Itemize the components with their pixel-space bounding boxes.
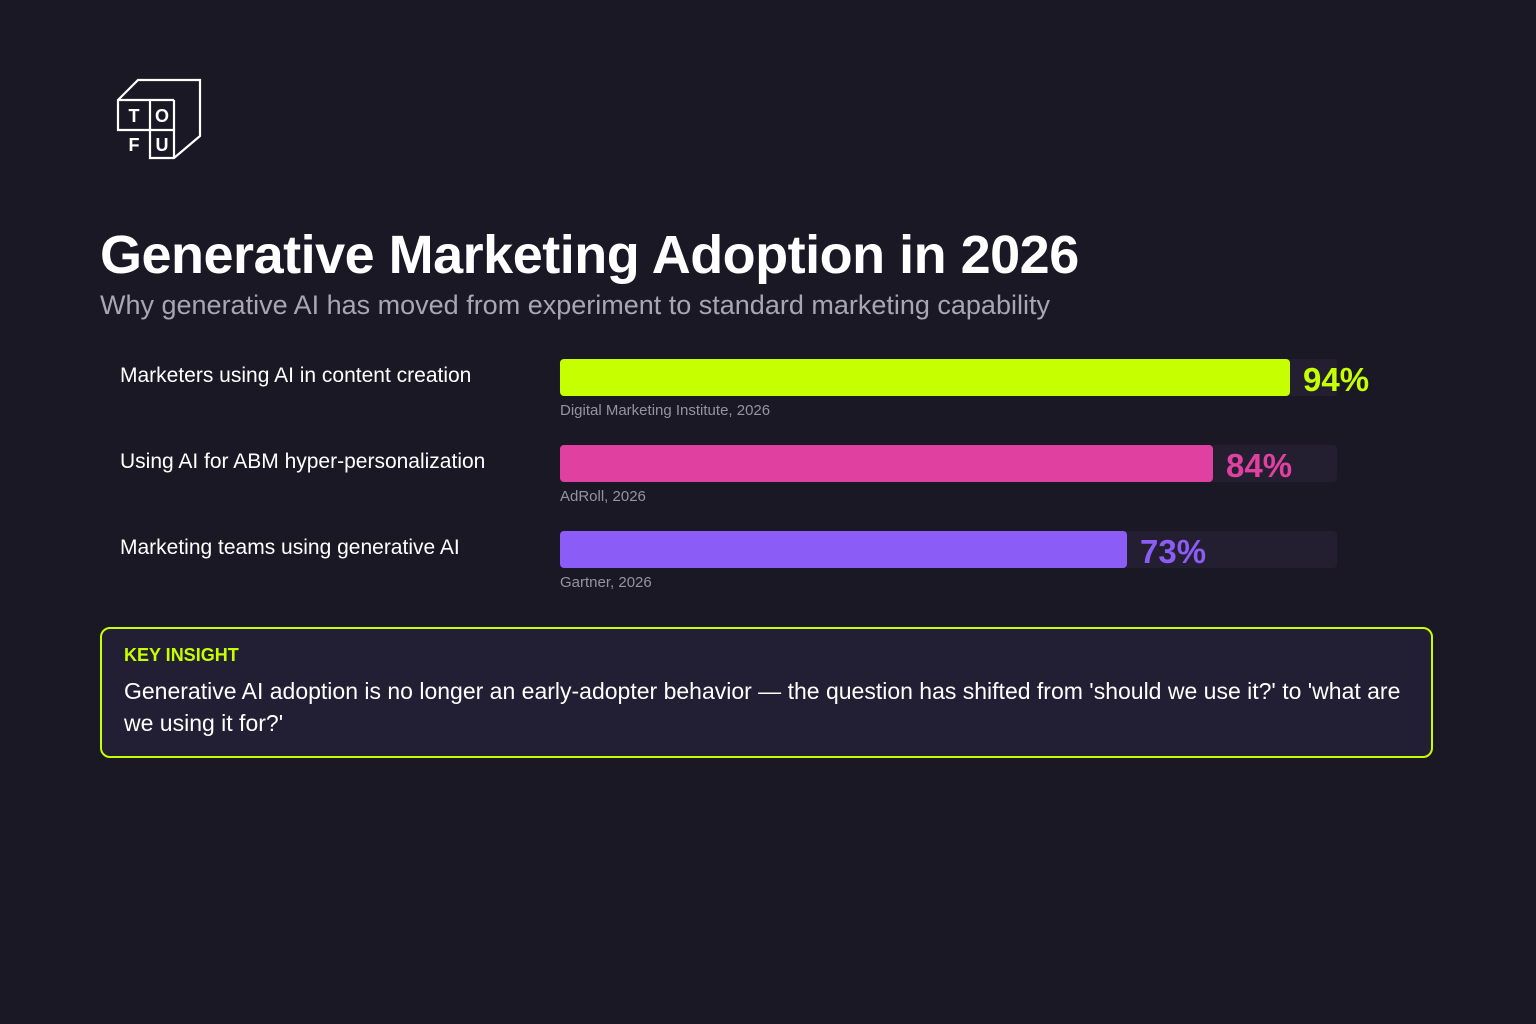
- page-subtitle: Why generative AI has moved from experim…: [100, 290, 1050, 320]
- adoption-bar-chart: Marketers using AI in content creation 94…: [120, 359, 1370, 591]
- insight-text: Generative AI adoption is no longer an e…: [124, 678, 1401, 736]
- bar-source: Digital Marketing Institute, 2026: [560, 402, 771, 419]
- page-title: Generative Marketing Adoption in 2026: [100, 225, 1079, 285]
- bar-source: Gartner, 2026: [560, 574, 652, 591]
- bar-track: [560, 531, 1337, 568]
- bar-value-label: 84%: [1226, 447, 1293, 484]
- bar-source: AdRoll, 2026: [560, 488, 646, 505]
- tofu-logo: T O F U: [116, 78, 202, 160]
- bar-value-label: 94%: [1303, 361, 1370, 398]
- logo-letter-u: U: [156, 135, 169, 155]
- logo-letter-t: T: [129, 106, 140, 126]
- bar: [560, 359, 1290, 396]
- bar-label: Using AI for ABM hyper-personalization: [120, 450, 486, 473]
- key-insight-card: KEY INSIGHT Generative AI adoption is no…: [100, 627, 1433, 758]
- bar-track: [560, 359, 1337, 396]
- bar: [560, 531, 1127, 568]
- bar-label: Marketers using AI in content creation: [120, 364, 472, 387]
- insight-label: KEY INSIGHT: [124, 645, 239, 665]
- bar: [560, 445, 1213, 482]
- logo-letter-o: O: [155, 106, 169, 126]
- bar-label: Marketing teams using generative AI: [120, 536, 460, 559]
- logo-letter-f: F: [129, 135, 140, 155]
- bar-value-label: 73%: [1140, 533, 1207, 570]
- bar-track: [560, 445, 1337, 482]
